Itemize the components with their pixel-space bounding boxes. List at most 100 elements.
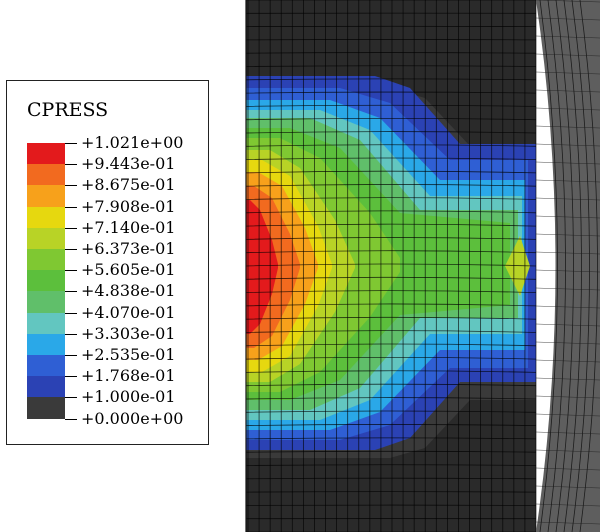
contact-surface-line	[535, 467, 600, 471]
mesh-line-horizontal	[245, 356, 537, 360]
mesh-line-horizontal	[245, 52, 537, 54]
mesh-line-horizontal	[245, 477, 537, 480]
legend-tick	[65, 397, 77, 399]
mesh-line-horizontal	[245, 370, 537, 373]
mesh-line-horizontal	[245, 316, 537, 320]
contact-surface-line	[535, 521, 600, 525]
legend-tick	[65, 249, 77, 250]
legend-swatch	[27, 333, 65, 356]
contact-surface-line	[539, 0, 558, 532]
contact-surface-line	[535, 35, 600, 39]
mesh-line-horizontal	[245, 104, 537, 107]
contact-surface-line	[535, 0, 600, 3]
mesh-line-horizontal	[245, 78, 537, 81]
contact-surface-line	[535, 323, 600, 327]
contour-band	[505, 236, 530, 296]
mesh-line-horizontal	[245, 144, 537, 147]
legend-swatch	[27, 143, 65, 165]
contact-surface-line	[535, 503, 600, 507]
legend-tick	[65, 143, 77, 144]
legend-tick	[65, 333, 77, 335]
legend-tick	[65, 418, 77, 420]
mesh-line-horizontal	[245, 383, 537, 387]
contact-surface-line	[535, 17, 600, 21]
contact-surface	[536, 0, 600, 532]
mesh-line-horizontal	[245, 303, 537, 307]
mesh-line-horizontal	[245, 197, 537, 200]
legend-value-label: +2.535e-01	[81, 345, 176, 364]
legend-value-label: +4.070e-01	[81, 302, 176, 322]
legend-value-label: +4.838e-01	[81, 281, 176, 301]
contact-surface-line	[535, 71, 600, 75]
contact-surface-line	[535, 233, 600, 237]
legend-swatch	[27, 249, 65, 271]
contact-surface-line	[535, 251, 600, 255]
contact-surface-line	[535, 305, 600, 309]
contact-surface-line	[535, 377, 600, 381]
legend-swatch	[27, 397, 65, 420]
legend-value-label: +7.908e-01	[81, 196, 176, 216]
mesh-line-horizontal	[245, 170, 537, 174]
contact-surface-line	[535, 179, 600, 183]
contact-surface-line	[535, 53, 600, 57]
legend-tick	[65, 227, 77, 229]
legend: CPRESS +1.021e+00 +9.443e-01 +8.675e-01 +7.…	[6, 80, 209, 445]
legend-value-label: +3.303e-01	[81, 323, 176, 343]
legend-value-label: +1.768e-01	[81, 366, 176, 386]
contour-band	[246, 200, 278, 334]
legend-value-label: +6.373e-01	[81, 239, 176, 258]
legend-tick	[65, 270, 77, 272]
contact-surface-line	[535, 485, 600, 489]
mesh-line-horizontal	[245, 437, 537, 440]
mesh-line-horizontal	[245, 276, 537, 280]
contact-surface-line	[535, 287, 600, 291]
legend-title: CPRESS	[27, 99, 109, 121]
mesh-line-horizontal	[245, 450, 537, 453]
mesh-line-horizontal	[245, 290, 537, 293]
mesh-line-horizontal	[245, 131, 537, 134]
mesh-line-horizontal	[245, 250, 537, 254]
contact-surface-line	[535, 143, 600, 147]
legend-swatch	[27, 312, 65, 335]
legend-value-label: +7.140e-01	[81, 217, 176, 237]
contact-surface-line	[535, 395, 600, 399]
mesh-line-horizontal	[245, 184, 537, 187]
mesh-line-horizontal	[245, 330, 537, 333]
legend-swatch	[27, 355, 65, 377]
contact-surface-line	[555, 0, 574, 532]
contact-surface-line	[535, 161, 600, 165]
legend-value-label: +5.605e-01	[81, 260, 176, 280]
legend-value-label: +1.000e-01	[81, 387, 176, 407]
legend-tick	[65, 355, 77, 356]
contact-surface-line	[535, 269, 600, 273]
contact-surface-line	[535, 413, 600, 417]
contact-surface-line	[535, 431, 600, 435]
contact-surface-line	[535, 197, 600, 201]
contact-surface-line	[535, 215, 600, 219]
mesh-line-horizontal	[245, 118, 537, 121]
mesh-line-horizontal	[245, 343, 537, 347]
legend-value-label: +9.443e-01	[81, 154, 176, 174]
contact-surface-line	[535, 341, 600, 345]
contact-surface-line	[535, 359, 600, 363]
legend-tick	[65, 185, 77, 187]
contact-surface-line	[563, 0, 582, 532]
legend-swatch	[27, 206, 65, 229]
legend-value-label: +0.000e+00	[81, 408, 184, 428]
legend-swatch	[27, 185, 65, 208]
contact-surface-line	[535, 89, 600, 93]
legend-tick	[65, 312, 77, 314]
mesh-line-horizontal	[245, 263, 537, 267]
legend-swatch	[27, 227, 65, 250]
legend-value-label: +1.021e+00	[81, 133, 184, 152]
mesh-line-horizontal	[245, 237, 537, 240]
contact-surface-line	[535, 449, 600, 453]
legend-swatch	[27, 291, 65, 314]
mesh-line-horizontal	[245, 397, 537, 400]
mesh-line-horizontal	[245, 410, 537, 413]
mesh-line-horizontal	[245, 210, 537, 214]
legend-value-label: +8.675e-01	[81, 175, 176, 195]
legend-tick	[65, 206, 77, 208]
